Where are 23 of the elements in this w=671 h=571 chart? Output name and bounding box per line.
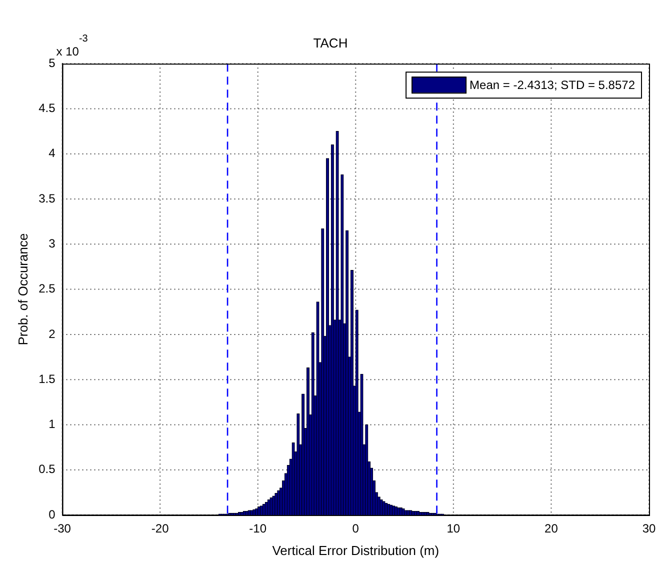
chart-title: TACH xyxy=(313,35,348,50)
x-tick-label: -10 xyxy=(249,522,267,536)
x-tick-label: -30 xyxy=(54,522,72,536)
y-tick-label: 0.5 xyxy=(38,462,56,476)
x-tick-label: -20 xyxy=(151,522,170,536)
y-axis-title: Prob. of Occurance xyxy=(15,233,30,346)
y-tick-label: 1 xyxy=(48,417,56,432)
y-tick-label: 4.5 xyxy=(38,101,56,116)
x-tick-label: 10 xyxy=(446,522,460,536)
y-tick-label: 3.5 xyxy=(38,191,56,206)
y-tick-label: 0 xyxy=(48,507,56,522)
y-tick-label: 3 xyxy=(48,236,56,250)
x-tick-label: 30 xyxy=(642,522,656,536)
y-tick-label: 2.5 xyxy=(38,282,56,296)
y-tick-label: 1.5 xyxy=(38,372,56,386)
x-axis-title: Vertical Error Distribution (m) xyxy=(272,542,440,558)
text: x 10-3 xyxy=(56,34,88,59)
y-tick-label: 5 xyxy=(48,56,56,70)
y-tick-label: 2 xyxy=(48,326,56,341)
y-tick-label: 4 xyxy=(48,146,56,160)
x-tick-label: 20 xyxy=(544,522,558,536)
legend-label: Mean = -2.4313; STD = 5.8572 xyxy=(470,78,636,92)
x-tick-label: 0 xyxy=(352,522,360,536)
